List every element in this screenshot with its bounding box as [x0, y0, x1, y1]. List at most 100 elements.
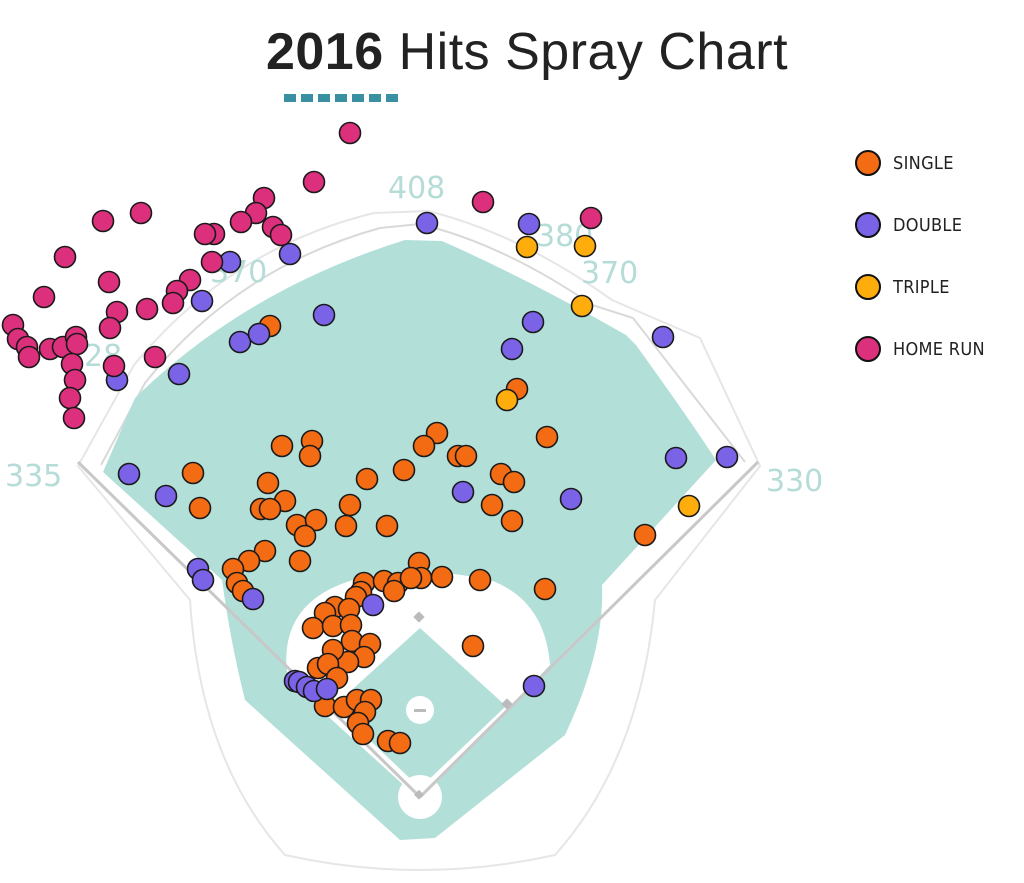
hit-double-4 — [190, 289, 214, 313]
legend-dot-double — [855, 212, 881, 238]
legend: SINGLE DOUBLE TRIPLE HOME RUN — [855, 132, 985, 380]
hit-single-5 — [412, 434, 436, 458]
hit-double-22 — [361, 593, 385, 617]
legend-dot-triple — [855, 274, 881, 300]
hit-single-12 — [188, 496, 212, 520]
hit-triple-0 — [515, 235, 539, 259]
hit-home-run-12 — [91, 209, 115, 233]
hit-double-12 — [651, 325, 675, 349]
outfield-wall — [100, 222, 746, 466]
hit-single-23 — [375, 514, 399, 538]
hit-double-28 — [315, 677, 339, 701]
legend-item-single: SINGLE — [855, 132, 985, 194]
hit-double-17 — [664, 446, 688, 470]
distance-right-line: 330 — [766, 464, 823, 499]
hit-home-run-35 — [58, 386, 82, 410]
legend-label-double: DOUBLE — [893, 214, 963, 236]
hit-home-run-14 — [200, 250, 224, 274]
hit-home-run-8 — [269, 223, 293, 247]
hit-single-43 — [399, 566, 423, 590]
hit-double-1 — [517, 212, 541, 236]
second-base — [413, 611, 425, 623]
hit-double-14 — [154, 484, 178, 508]
hit-single-25 — [502, 470, 526, 494]
hit-single-20 — [338, 493, 362, 517]
field-grass — [103, 240, 716, 840]
hit-double-5 — [228, 330, 252, 354]
distance-left-line: 335 — [5, 459, 62, 494]
hit-double-13 — [117, 462, 141, 486]
hit-home-run-6 — [229, 210, 253, 234]
legend-item-home-run: HOME RUN — [855, 318, 985, 380]
hit-markers — [1, 121, 739, 755]
hit-double-23 — [522, 674, 546, 698]
chart-title-text: Hits Spray Chart — [398, 23, 789, 81]
legend-dot-home-run — [855, 336, 881, 362]
hit-single-29 — [253, 539, 277, 563]
hit-home-run-2 — [471, 190, 495, 214]
hit-single-11 — [181, 461, 205, 485]
hit-home-run-25 — [17, 345, 41, 369]
hit-single-22 — [334, 514, 358, 538]
hit-single-1 — [270, 434, 294, 458]
hit-double-0 — [415, 211, 439, 235]
hit-single-27 — [500, 509, 524, 533]
hit-double-18 — [715, 445, 739, 469]
hit-home-run-18 — [161, 291, 185, 315]
chart-title: 2016 Hits Spray Chart — [0, 22, 1024, 82]
hit-double-3 — [278, 242, 302, 266]
hit-double-21 — [241, 587, 265, 611]
hit-single-67 — [351, 722, 375, 746]
hit-double-15 — [451, 480, 475, 504]
legend-dot-single — [855, 150, 881, 176]
hit-single-50 — [301, 616, 325, 640]
hit-triple-3 — [495, 388, 519, 412]
hit-home-run-15 — [97, 270, 121, 294]
hit-home-run-13 — [53, 245, 77, 269]
hit-single-19 — [293, 524, 317, 548]
first-base — [501, 698, 513, 710]
hit-home-run-29 — [65, 332, 89, 356]
hit-single-26 — [480, 493, 504, 517]
hit-single-37 — [430, 565, 454, 589]
hit-home-run-11 — [129, 201, 153, 225]
hit-single-69 — [388, 731, 412, 755]
hit-single-34 — [288, 549, 312, 573]
stadium-outline — [76, 209, 762, 871]
hit-double-20 — [191, 568, 215, 592]
hit-single-18 — [304, 508, 328, 532]
hit-double-6 — [247, 322, 271, 346]
distance-center: 408 — [388, 171, 445, 206]
hit-double-10 — [521, 310, 545, 334]
hit-home-run-36 — [62, 406, 86, 430]
hit-single-38 — [468, 568, 492, 592]
hit-triple-4 — [677, 494, 701, 518]
hit-triple-2 — [570, 294, 594, 318]
legend-label-home-run: HOME RUN — [893, 338, 985, 360]
hit-home-run-1 — [302, 170, 326, 194]
legend-item-double: DOUBLE — [855, 194, 985, 256]
hit-single-9 — [535, 425, 559, 449]
hit-home-run-0 — [338, 121, 362, 145]
title-underline-dashes — [284, 94, 400, 102]
hit-single-28 — [633, 523, 657, 547]
hit-double-8 — [167, 362, 191, 386]
hit-home-run-10 — [193, 222, 217, 246]
legend-item-triple: TRIPLE — [855, 256, 985, 318]
hit-home-run-3 — [579, 206, 603, 230]
hit-single-7 — [454, 444, 478, 468]
hit-single-21 — [355, 467, 379, 491]
hit-single-39 — [533, 577, 557, 601]
hit-double-11 — [500, 337, 524, 361]
legend-label-single: SINGLE — [893, 152, 954, 174]
distance-right-field: 370 — [581, 256, 638, 291]
pitching-rubber — [414, 709, 426, 712]
hit-home-run-19 — [135, 297, 159, 321]
hit-single-16 — [258, 497, 282, 521]
hit-double-16 — [559, 487, 583, 511]
hit-double-7 — [312, 303, 336, 327]
hit-single-70 — [461, 634, 485, 658]
hit-home-run-30 — [98, 316, 122, 340]
hit-home-run-32 — [102, 354, 126, 378]
